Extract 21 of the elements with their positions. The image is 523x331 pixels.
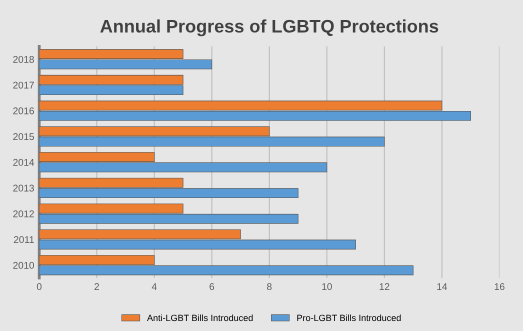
x-tick-label: 8 <box>267 283 272 290</box>
y-tick-label: 2015 <box>13 133 34 140</box>
x-tick-label: 2 <box>94 283 99 290</box>
x-tick-label: 10 <box>322 283 332 290</box>
legend-label: Pro-LGBT Bills Introduced <box>297 314 401 322</box>
y-tick-label: 2010 <box>13 262 34 269</box>
y-tick-label: 2017 <box>13 82 34 89</box>
y-tick-label: 2014 <box>13 158 34 166</box>
x-tick-label: 0 <box>36 283 42 290</box>
y-tick-label: 2012 <box>13 210 34 218</box>
x-tick-label: 12 <box>380 283 390 290</box>
legend-label: Anti-LGBT Bills Introduced <box>147 314 253 322</box>
x-tick-label: 4 <box>152 283 157 290</box>
chart-title: Annual Progress of LGBTQ Protections <box>100 19 438 36</box>
y-tick-label: 2011 <box>14 236 34 244</box>
y-tick-label: 2018 <box>13 56 34 63</box>
x-tick-label: 6 <box>210 283 214 290</box>
y-tick-label: 2016 <box>13 107 34 114</box>
x-tick-label: 16 <box>494 283 504 290</box>
y-tick-label: 2013 <box>13 184 34 192</box>
x-tick-label: 14 <box>437 283 448 290</box>
